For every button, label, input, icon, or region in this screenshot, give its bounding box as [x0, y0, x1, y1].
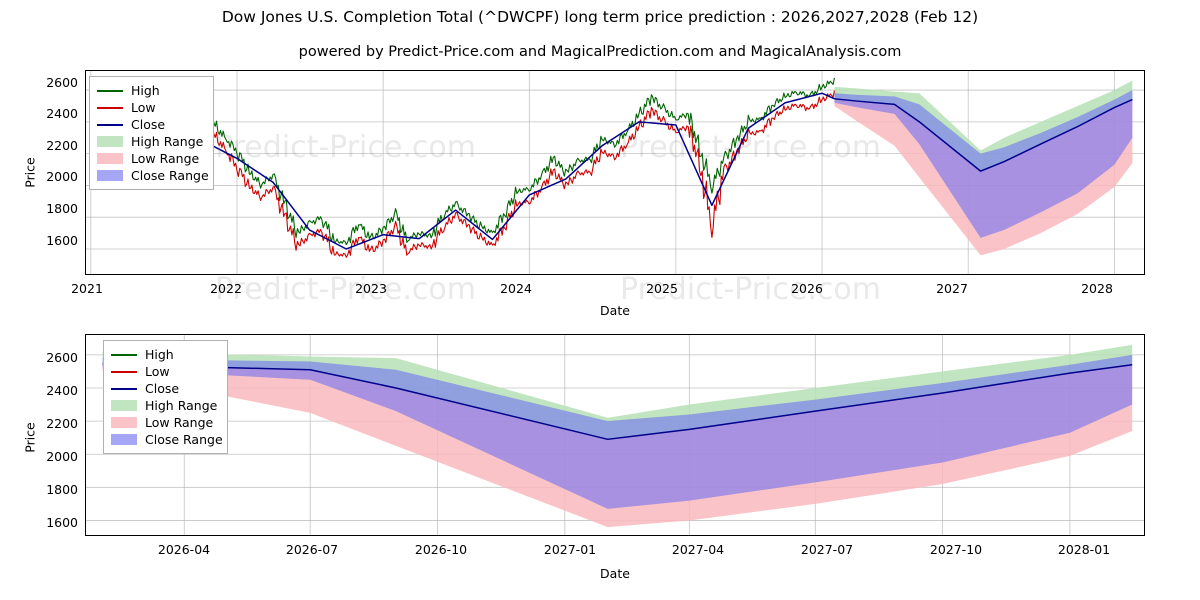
legend-item-close: Close [97, 116, 205, 133]
legend-label-high-range: High Range [131, 134, 204, 149]
bottom-chart-legend: High Low Close High Range Low Range Clos… [103, 340, 228, 454]
bottom-xaxis-label: Date [600, 566, 630, 581]
bottom-xtick-2026-10: 2026-10 [414, 542, 468, 557]
legend-swatch-low [97, 102, 123, 113]
top-ytick-2600: 2600 [46, 75, 78, 90]
legend-swatch-high [111, 349, 137, 360]
legend-item-low-range: Low Range [97, 150, 205, 167]
legend-item-high-b: High [111, 346, 219, 363]
legend-item-close-range: Close Range [97, 167, 209, 184]
top-chart-plot [86, 71, 1144, 274]
top-xtick-2024: 2024 [500, 281, 532, 296]
legend-label-high: High [145, 347, 174, 362]
legend-swatch-low-range [111, 417, 137, 428]
top-xtick-2025: 2025 [646, 281, 678, 296]
top-chart-legend: High Low Close High Range Low Range Clos… [89, 76, 214, 190]
bottom-ytick-2600: 2600 [46, 350, 78, 365]
legend-label-low: Low [131, 100, 156, 115]
legend-label-close-range: Close Range [131, 168, 209, 183]
legend-item-high-range-b: High Range [111, 397, 219, 414]
legend-item-close-range-b: Close Range [111, 431, 223, 448]
bottom-xtick-2026-07: 2026-07 [285, 542, 339, 557]
legend-swatch-close-range [97, 170, 123, 181]
top-xtick-2023: 2023 [355, 281, 387, 296]
legend-item-low-b: Low [111, 363, 219, 380]
top-xtick-2026: 2026 [791, 281, 823, 296]
legend-label-low-range: Low Range [131, 151, 200, 166]
page-title: Dow Jones U.S. Completion Total (^DWCPF)… [221, 8, 979, 26]
legend-label-high-range: High Range [145, 398, 218, 413]
top-yaxis-label: Price [22, 157, 38, 188]
top-ytick-2000: 2000 [46, 169, 78, 184]
top-ytick-1800: 1800 [46, 201, 78, 216]
top-xtick-2028: 2028 [1081, 281, 1113, 296]
legend-label-low-range: Low Range [145, 415, 214, 430]
legend-swatch-high [97, 85, 123, 96]
legend-label-low: Low [145, 364, 170, 379]
bottom-ytick-2200: 2200 [46, 416, 78, 431]
legend-swatch-high-range [97, 136, 123, 147]
bottom-xtick-2027-10: 2027-10 [929, 542, 983, 557]
bottom-ytick-1800: 1800 [46, 482, 78, 497]
bottom-chart-panel [85, 334, 1145, 536]
legend-label-high: High [131, 83, 160, 98]
chart-subtitle: powered by Predict-Price.com and Magical… [298, 44, 902, 60]
legend-swatch-low [111, 366, 137, 377]
top-ytick-2400: 2400 [46, 106, 78, 121]
top-xtick-2021: 2021 [71, 281, 103, 296]
bottom-chart-plot [86, 335, 1144, 535]
bottom-xtick-2027-04: 2027-04 [671, 542, 725, 557]
legend-item-close-b: Close [111, 380, 219, 397]
top-xaxis-label: Date [600, 303, 630, 318]
bottom-ytick-1600: 1600 [46, 515, 78, 530]
legend-swatch-close [111, 383, 137, 394]
bottom-ytick-2400: 2400 [46, 383, 78, 398]
legend-swatch-low-range [97, 153, 123, 164]
top-chart-panel [85, 70, 1145, 275]
legend-label-close: Close [145, 381, 180, 396]
bottom-xtick-2028-01: 2028-01 [1057, 542, 1111, 557]
bottom-xtick-2027-01: 2027-01 [543, 542, 597, 557]
bottom-yaxis-label: Price [22, 422, 38, 453]
top-xtick-2022: 2022 [210, 281, 242, 296]
bottom-ytick-2000: 2000 [46, 449, 78, 464]
legend-item-low: Low [97, 99, 205, 116]
bottom-xtick-2027-07: 2027-07 [800, 542, 854, 557]
top-ytick-2200: 2200 [46, 138, 78, 153]
legend-swatch-high-range [111, 400, 137, 411]
legend-item-high-range: High Range [97, 133, 205, 150]
bottom-xtick-2026-04: 2026-04 [157, 542, 211, 557]
legend-swatch-close-range [111, 434, 137, 445]
legend-swatch-close [97, 119, 123, 130]
legend-label-close: Close [131, 117, 166, 132]
top-xtick-2027: 2027 [936, 281, 968, 296]
legend-item-low-range-b: Low Range [111, 414, 219, 431]
top-ytick-1600: 1600 [46, 233, 78, 248]
legend-item-high: High [97, 82, 205, 99]
legend-label-close-range: Close Range [145, 432, 223, 447]
